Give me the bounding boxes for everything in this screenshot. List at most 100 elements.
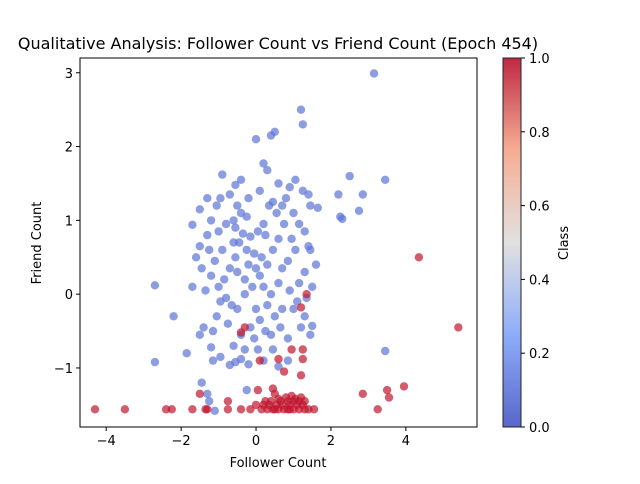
data-point (345, 171, 354, 181)
data-point (270, 405, 279, 414)
data-point (294, 278, 304, 288)
data-point (291, 245, 300, 255)
data-point (268, 345, 278, 354)
data-point (150, 281, 160, 290)
data-point (236, 354, 246, 364)
data-point (278, 201, 287, 210)
colorbar-tick-label: 0.0 (529, 421, 550, 436)
data-point (313, 203, 322, 212)
colorbar-tick-label: 0.4 (529, 273, 550, 288)
data-point (225, 360, 234, 370)
data-point (225, 264, 234, 273)
data-point (240, 275, 249, 284)
colorbar-tick-label: 0.2 (529, 347, 550, 362)
data-point (296, 105, 306, 114)
data-point (216, 352, 225, 362)
data-point (223, 397, 233, 406)
data-point (221, 219, 231, 229)
data-point (214, 227, 223, 236)
data-point (214, 282, 223, 291)
data-point (259, 219, 268, 229)
data-point (206, 216, 216, 225)
y-tick-label: 1 (65, 214, 73, 229)
data-point (274, 234, 283, 243)
data-point (308, 282, 317, 291)
data-point (369, 69, 379, 78)
colorbar-tick-label: 1.0 (529, 52, 550, 67)
data-point (283, 256, 293, 266)
data-point (210, 406, 219, 415)
data-point (231, 223, 240, 232)
data-point (248, 282, 257, 291)
data-point (244, 360, 253, 369)
data-point (210, 256, 219, 266)
data-point (279, 219, 289, 229)
data-point (257, 253, 266, 262)
data-point (287, 234, 296, 243)
data-point (236, 328, 246, 337)
data-point (268, 245, 278, 255)
data-point (304, 405, 313, 414)
x-tick-label: −2 (172, 434, 191, 449)
data-point (261, 326, 270, 336)
data-point (255, 186, 264, 195)
data-point (304, 242, 313, 251)
data-point (274, 354, 283, 364)
data-point (255, 356, 264, 365)
data-point (291, 175, 300, 184)
data-point (253, 345, 263, 354)
data-point (208, 356, 218, 365)
data-point (188, 282, 197, 291)
data-point (251, 135, 261, 144)
data-point (306, 201, 315, 210)
data-point (358, 389, 367, 398)
data-point (236, 175, 246, 184)
data-point (233, 201, 242, 210)
data-point (255, 315, 264, 325)
y-axis-ticks: −1 0 1 2 3 (54, 67, 80, 377)
plot-frame (79, 57, 478, 428)
data-point (206, 271, 216, 280)
data-point (191, 253, 201, 262)
data-point (276, 397, 285, 406)
data-point (266, 397, 276, 406)
x-tick-label: 4 (402, 434, 410, 449)
data-point (300, 397, 309, 406)
data-point (274, 278, 283, 288)
data-point (289, 208, 298, 218)
data-point (231, 180, 240, 190)
data-point (197, 378, 206, 387)
data-point (246, 405, 255, 414)
data-point (289, 304, 298, 314)
x-tick-label: 0 (252, 434, 260, 449)
data-point (296, 303, 306, 312)
data-point (454, 323, 463, 332)
data-point (382, 385, 392, 395)
data-point (298, 354, 307, 364)
data-point (281, 194, 291, 203)
data-point (242, 212, 251, 221)
data-point (296, 371, 306, 380)
data-point (251, 264, 261, 273)
data-point (263, 260, 272, 269)
data-point (205, 245, 214, 255)
data-point (272, 208, 281, 218)
y-tick-label: 3 (65, 67, 73, 82)
colorbar (502, 57, 522, 428)
data-point (227, 301, 236, 310)
data-point (218, 245, 227, 255)
data-point (255, 271, 264, 280)
data-point (250, 249, 259, 258)
data-point (205, 397, 214, 406)
data-point (233, 267, 242, 277)
data-point (263, 301, 272, 310)
data-point (212, 201, 221, 210)
data-point (298, 120, 307, 129)
data-point (229, 216, 238, 225)
data-point (244, 260, 253, 269)
colorbar-label: Class (557, 226, 572, 260)
data-point (278, 304, 287, 314)
data-point (358, 190, 367, 199)
data-point (206, 343, 216, 352)
data-point (354, 206, 364, 215)
